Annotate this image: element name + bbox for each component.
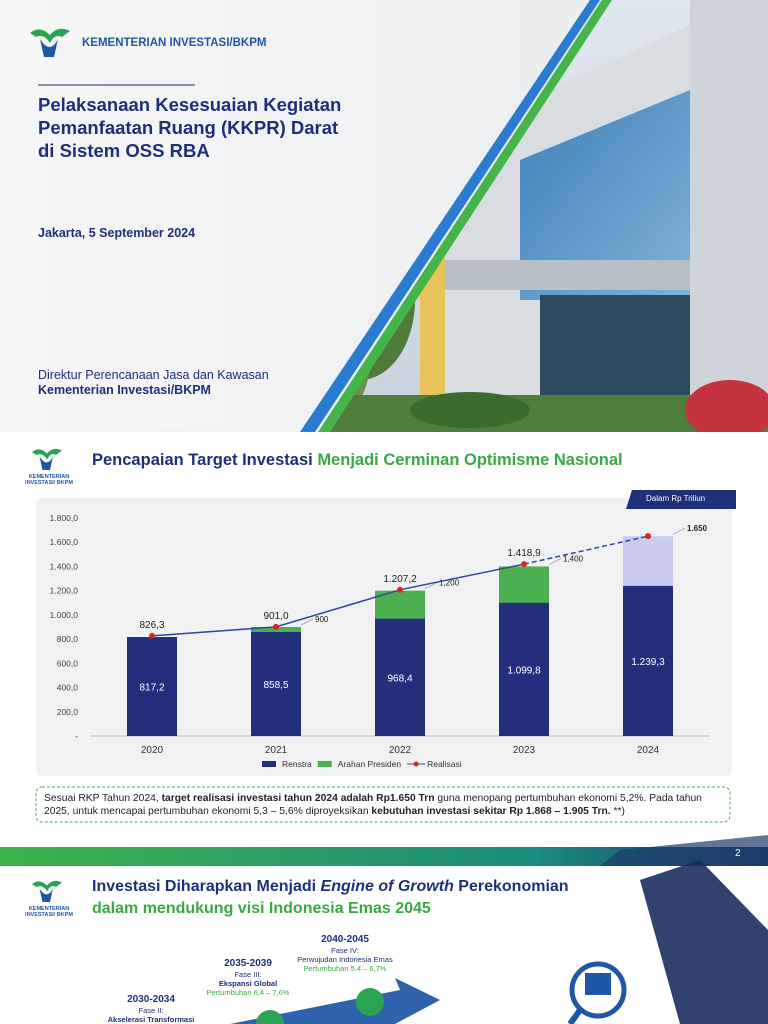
unit-label: Dalam Rp Triliun <box>646 494 706 503</box>
leader-line <box>548 558 562 565</box>
leader-line <box>300 618 314 626</box>
x-tick-label: 2021 <box>265 745 288 756</box>
note-text: guna menopang pertumbuhan ekonomi 5,2%. … <box>44 793 702 817</box>
title-italic: Engine of Growth <box>320 878 454 895</box>
y-tick-label: 1.600,0 <box>50 537 79 547</box>
slide-subtitle: dalam mendukung visi Indonesia Emas 2045 <box>92 900 431 917</box>
note-bold: kebutuhan investasi sekitar Rp 1.868 – 1… <box>371 806 611 817</box>
line-marker <box>273 623 279 630</box>
logo-text: KEMENTERIAN INVESTASI/ BKPM <box>25 906 73 918</box>
y-tick-label: 600,0 <box>57 658 79 668</box>
bar <box>623 585 673 736</box>
legend-label: Realisasi <box>427 759 462 769</box>
line-value-label: 1.418,9 <box>507 548 541 559</box>
line-value-label: 1.207,2 <box>383 574 417 585</box>
leader-line <box>424 582 438 589</box>
line-marker <box>149 632 155 639</box>
y-tick-label: 200,0 <box>57 707 79 717</box>
bar-value-label: 1,200 <box>439 579 460 588</box>
logo-text: KEMENTERIAN INVESTASI/ BKPM <box>25 474 73 486</box>
bar-value-label: 1.239,3 <box>631 657 665 668</box>
x-tick-label: 2023 <box>513 745 536 756</box>
projected-line <box>523 535 649 565</box>
bar <box>127 637 177 736</box>
note-text: **) <box>610 806 625 817</box>
phase: 2035-2039 Fase III: Ekspansi Global Pertumb… <box>173 958 323 997</box>
phase-growth: Pertumbuhan 5,4 – 6,7% <box>303 964 387 973</box>
y-tick-label: 1.400,0 <box>50 561 79 571</box>
phase-growth: Pertumbuhan 6,4 – 7,6% <box>206 988 290 997</box>
legend-label: Renstra <box>282 759 312 769</box>
bar-value-label: 900 <box>315 615 329 624</box>
title-part: Investasi Diharapkan Menjadi <box>92 878 321 895</box>
title-line: Pemanfaatan Ruang (KKPR) Darat <box>38 117 339 138</box>
bar-value-label: 1.099,8 <box>507 665 541 676</box>
legend-swatch <box>317 761 332 767</box>
phase-name: Akselerasi Transformasi <box>107 1015 195 1024</box>
bar <box>375 618 425 736</box>
date: Jakarta, 5 September 2024 <box>38 226 196 240</box>
bar-value-label: 817,2 <box>139 683 164 694</box>
phase-label: Fase III: <box>234 970 262 979</box>
phase-label: Fase II: <box>138 1006 164 1015</box>
legend-swatch <box>262 761 276 767</box>
phase: 2030-2034 Fase II: Akselerasi Transformasi <box>76 994 226 1024</box>
title-line: di Sistem OSS RBA <box>38 140 210 161</box>
leader-line <box>672 527 686 535</box>
x-tick-label: 2020 <box>141 745 164 756</box>
bar <box>251 632 301 736</box>
bar-value-label: 1,400 <box>563 554 584 563</box>
y-tick-label: 1.200,0 <box>50 586 79 596</box>
title: Pelaksanaan Kesesuaian Kegiatan Pemanfaat… <box>38 93 341 162</box>
phase-label: Fase IV: <box>331 946 359 955</box>
x-tick-label: 2022 <box>389 745 412 756</box>
note-text: Sesuai RKP Tahun 2024, <box>44 793 162 804</box>
bar-value-label: 1.650 <box>687 524 708 533</box>
phase-name: Ekspansi Global <box>218 979 278 988</box>
phase: 2040-2045 Fase IV: Perwujudan Indonesia Em… <box>270 934 420 973</box>
line-marker <box>521 561 527 568</box>
logo-text: KEMENTERIAN INVESTASI/BKPM <box>82 37 267 49</box>
organization: Kementerian Investasi/BKPM <box>38 383 211 397</box>
y-tick-label: 400,0 <box>57 683 79 693</box>
phase-years: 2035-2039 <box>224 958 272 969</box>
line <box>151 563 525 637</box>
title-part: Perekonomian <box>453 878 569 895</box>
bar <box>499 602 549 736</box>
bar-value-label: 858,5 <box>263 680 288 691</box>
note-bold: target realisasi investasi tahun 2024 ad… <box>161 793 435 804</box>
note: Sesuai RKP Tahun 2024, target realisasi … <box>44 792 730 818</box>
line-value-label: 901,0 <box>263 611 288 622</box>
x-tick-label: 2024 <box>637 745 660 756</box>
line-marker <box>645 533 651 540</box>
bar-value-label: 968,4 <box>387 673 412 684</box>
phase-years: 2040-2045 <box>321 934 369 945</box>
legend-label: Arahan Presiden <box>338 759 402 769</box>
phase-name: Perwujudan Indonesia Emas <box>297 955 393 964</box>
slide-title: Investasi Diharapkan Menjadi Engine of G… <box>92 878 569 896</box>
title-line: Pelaksanaan Kesesuaian Kegiatan <box>38 94 342 115</box>
presenter: Direktur Perencanaan Jasa dan Kawasan <box>38 368 269 382</box>
y-tick-label: - <box>75 731 78 741</box>
y-tick-label: 800,0 <box>57 634 79 644</box>
line-marker <box>397 586 403 593</box>
legend-swatch <box>413 761 419 767</box>
slide-title: Pencapaian Target Investasi Menjadi Cerm… <box>92 451 623 470</box>
title-part: Menjadi Cerminan Optimisme Nasional <box>317 451 623 469</box>
title-part: Pencapaian Target Investasi <box>92 451 313 469</box>
y-tick-label: 1.000,0 <box>50 610 79 620</box>
line-value-label: 826,3 <box>139 620 164 631</box>
y-tick-label: 1.800,0 <box>50 513 79 523</box>
phase-years: 2030-2034 <box>127 994 175 1005</box>
page-number: 2 <box>735 848 741 859</box>
